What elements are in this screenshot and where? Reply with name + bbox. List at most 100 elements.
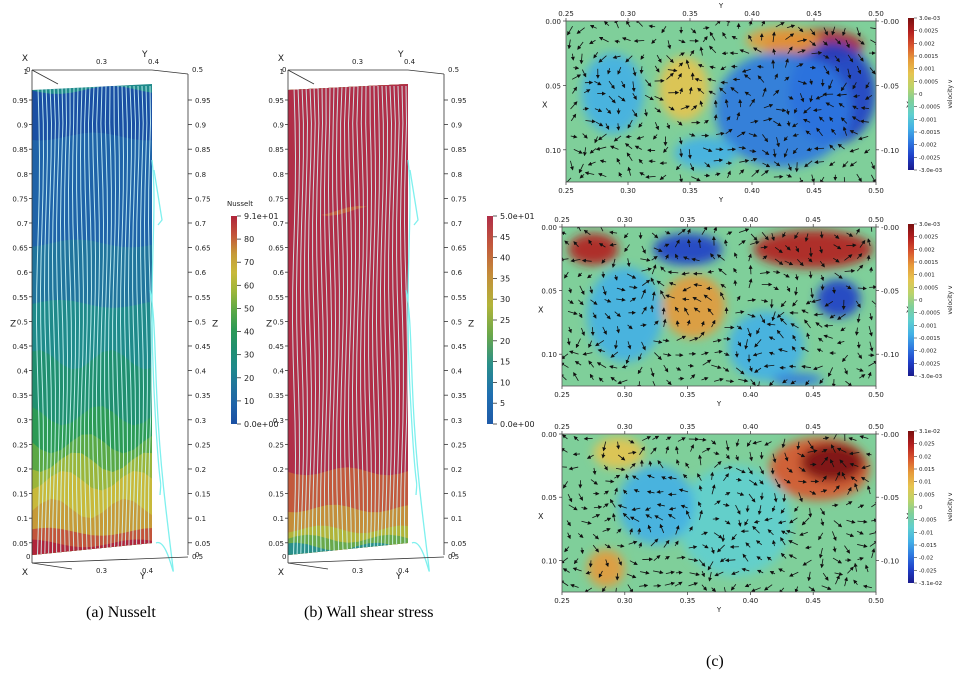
colorbar-label: 0.0025 — [919, 29, 939, 35]
z-tick-label-right: 0.05 — [195, 540, 211, 548]
z-tick-label-left: 0.95 — [12, 97, 28, 105]
z-tick-label-right: 0.9 — [451, 122, 462, 130]
z-tick-label-right: 0.35 — [451, 392, 467, 400]
colorbar-label: -0.002 — [919, 349, 937, 355]
slice-colorbar: 3.1e-020.0250.020.0150.010.0050-0.005-0.… — [908, 429, 954, 587]
z-tick-label-right: 0.35 — [195, 392, 211, 400]
right-tick-label: -0.05 — [881, 288, 899, 296]
top-tick-label: 0.50 — [868, 216, 884, 224]
colorbar-label: -3.0e-03 — [919, 168, 943, 174]
colorbar-label: 20 — [500, 337, 510, 346]
slice-colorbar: 3.0e-030.00250.0020.00150.0010.00050-0.0… — [908, 222, 954, 380]
colorbar-label: 0.015 — [919, 467, 935, 473]
z-tick-label-left: 0.75 — [12, 195, 28, 203]
colorbar-label: 10 — [244, 397, 254, 406]
colorbar-label: -0.0015 — [919, 336, 941, 342]
top-tick-label: 0.35 — [680, 423, 696, 431]
z-tick-label-right: 0.7 — [451, 220, 462, 228]
colorbar-label: -0.0005 — [919, 105, 941, 111]
colorbar-gradient — [908, 18, 914, 170]
top-axis-label: Y — [718, 2, 724, 10]
z-tick-label-left: 0.3 — [17, 417, 28, 425]
colorbar-label: 0.02 — [919, 454, 931, 460]
z-tick-label-right: 0.55 — [195, 294, 211, 302]
top-tick-label: 0.25 — [558, 10, 574, 18]
colorbar-label: 40 — [244, 328, 254, 337]
contour-blob — [582, 53, 644, 134]
z-tick-label-right: 0.15 — [451, 491, 467, 499]
box-edge — [32, 70, 58, 84]
bottom-tick-label: 0.25 — [554, 597, 570, 605]
left-tick-label: 0.05 — [541, 288, 557, 296]
right-tick-label: -0.10 — [881, 351, 899, 359]
streamline — [154, 170, 162, 225]
right-tick-label: -0.00 — [881, 18, 899, 26]
right-tick-label: -0.00 — [881, 431, 899, 439]
colorbar-label: 20 — [244, 374, 254, 383]
z-axis-label-left: Z — [266, 320, 272, 330]
left-tick-label: 0.00 — [545, 18, 561, 26]
z-tick-label-right: 0.85 — [195, 146, 211, 154]
streamline — [150, 290, 173, 571]
wall-face — [286, 78, 412, 567]
z-tick-label-left: 0.4 — [273, 368, 285, 376]
top-tick-label: 0.35 — [680, 216, 696, 224]
z-tick-label-right: 0.15 — [195, 491, 211, 499]
colorbar-title: velocity v — [947, 492, 954, 521]
z-tick-label-right: 0.3 — [195, 417, 206, 425]
left-axis-label: X — [538, 512, 544, 521]
box-edge — [288, 70, 314, 84]
z-tick-label-left: 0.8 — [273, 171, 284, 179]
top-tick-label: 0 — [282, 66, 286, 74]
z-axis-label-right: Z — [212, 320, 218, 330]
box-edge — [152, 70, 188, 74]
colorbar-label: 0.0025 — [919, 235, 939, 241]
z-tick-label-left: 0.7 — [273, 220, 284, 228]
colorbar-label: 0 — [919, 92, 923, 98]
colorbar-label: 3.0e-03 — [919, 16, 941, 22]
z-tick-label-right: 0.65 — [195, 245, 211, 253]
contour-blob — [754, 230, 873, 268]
velocity-arrow — [639, 381, 640, 388]
caption-b: (b) Wall shear stress — [304, 604, 434, 622]
z-tick-label-right: 0.4 — [451, 368, 463, 376]
top-tick-label: 0.40 — [743, 216, 759, 224]
x-axis-label-top: X — [278, 54, 284, 64]
colorbar-label: 3.1e-02 — [919, 429, 940, 435]
caption-a: (a) Nusselt — [86, 604, 156, 622]
z-tick-label-right: 0.75 — [195, 195, 211, 203]
bottom-tick-label: 0.5 — [448, 553, 459, 561]
colorbar-gradient — [908, 431, 914, 583]
x-axis-label-top: X — [22, 54, 28, 64]
z-tick-label-left: 0.35 — [268, 392, 284, 400]
z-tick-label-right: 0.45 — [195, 343, 211, 351]
colorbar-label: 0 — [919, 298, 923, 304]
z-tick-label-left: 0.5 — [273, 318, 284, 326]
wall-face — [30, 80, 156, 565]
slice-colorbar: 3.0e-030.00250.0020.00150.0010.00050-0.0… — [908, 16, 954, 174]
left-axis-label: X — [542, 101, 548, 110]
z-tick-label-left: 0.95 — [268, 97, 284, 105]
colorbar-title: velocity v — [947, 79, 954, 108]
contour-blob — [587, 267, 662, 362]
z-tick-label-left: 0.05 — [268, 540, 284, 548]
z-tick-label-right: 0.5 — [451, 318, 462, 326]
z-axis-label-left: Z — [10, 320, 16, 330]
top-tick-label: 0.3 — [96, 58, 107, 66]
colorbar-label: -0.025 — [919, 568, 937, 574]
left-tick-label: 0.00 — [541, 431, 557, 439]
top-tick-label: 0.25 — [554, 423, 570, 431]
z-tick-label-right: 0.55 — [451, 294, 467, 302]
z-tick-label-right: 0.45 — [451, 343, 467, 351]
colorbar-label: -3.0e-03 — [919, 374, 943, 380]
top-tick-label: 0.50 — [868, 10, 884, 18]
colorbar-label: 60 — [244, 281, 254, 290]
colorbar-label: -0.015 — [919, 543, 937, 549]
colorbar-label: 0.0015 — [919, 260, 939, 266]
velocity-arrow — [810, 67, 815, 68]
right-tick-label: -0.05 — [881, 82, 899, 90]
colorbar-label: 40 — [500, 254, 510, 263]
z-tick-label-right: 0.3 — [451, 417, 462, 425]
